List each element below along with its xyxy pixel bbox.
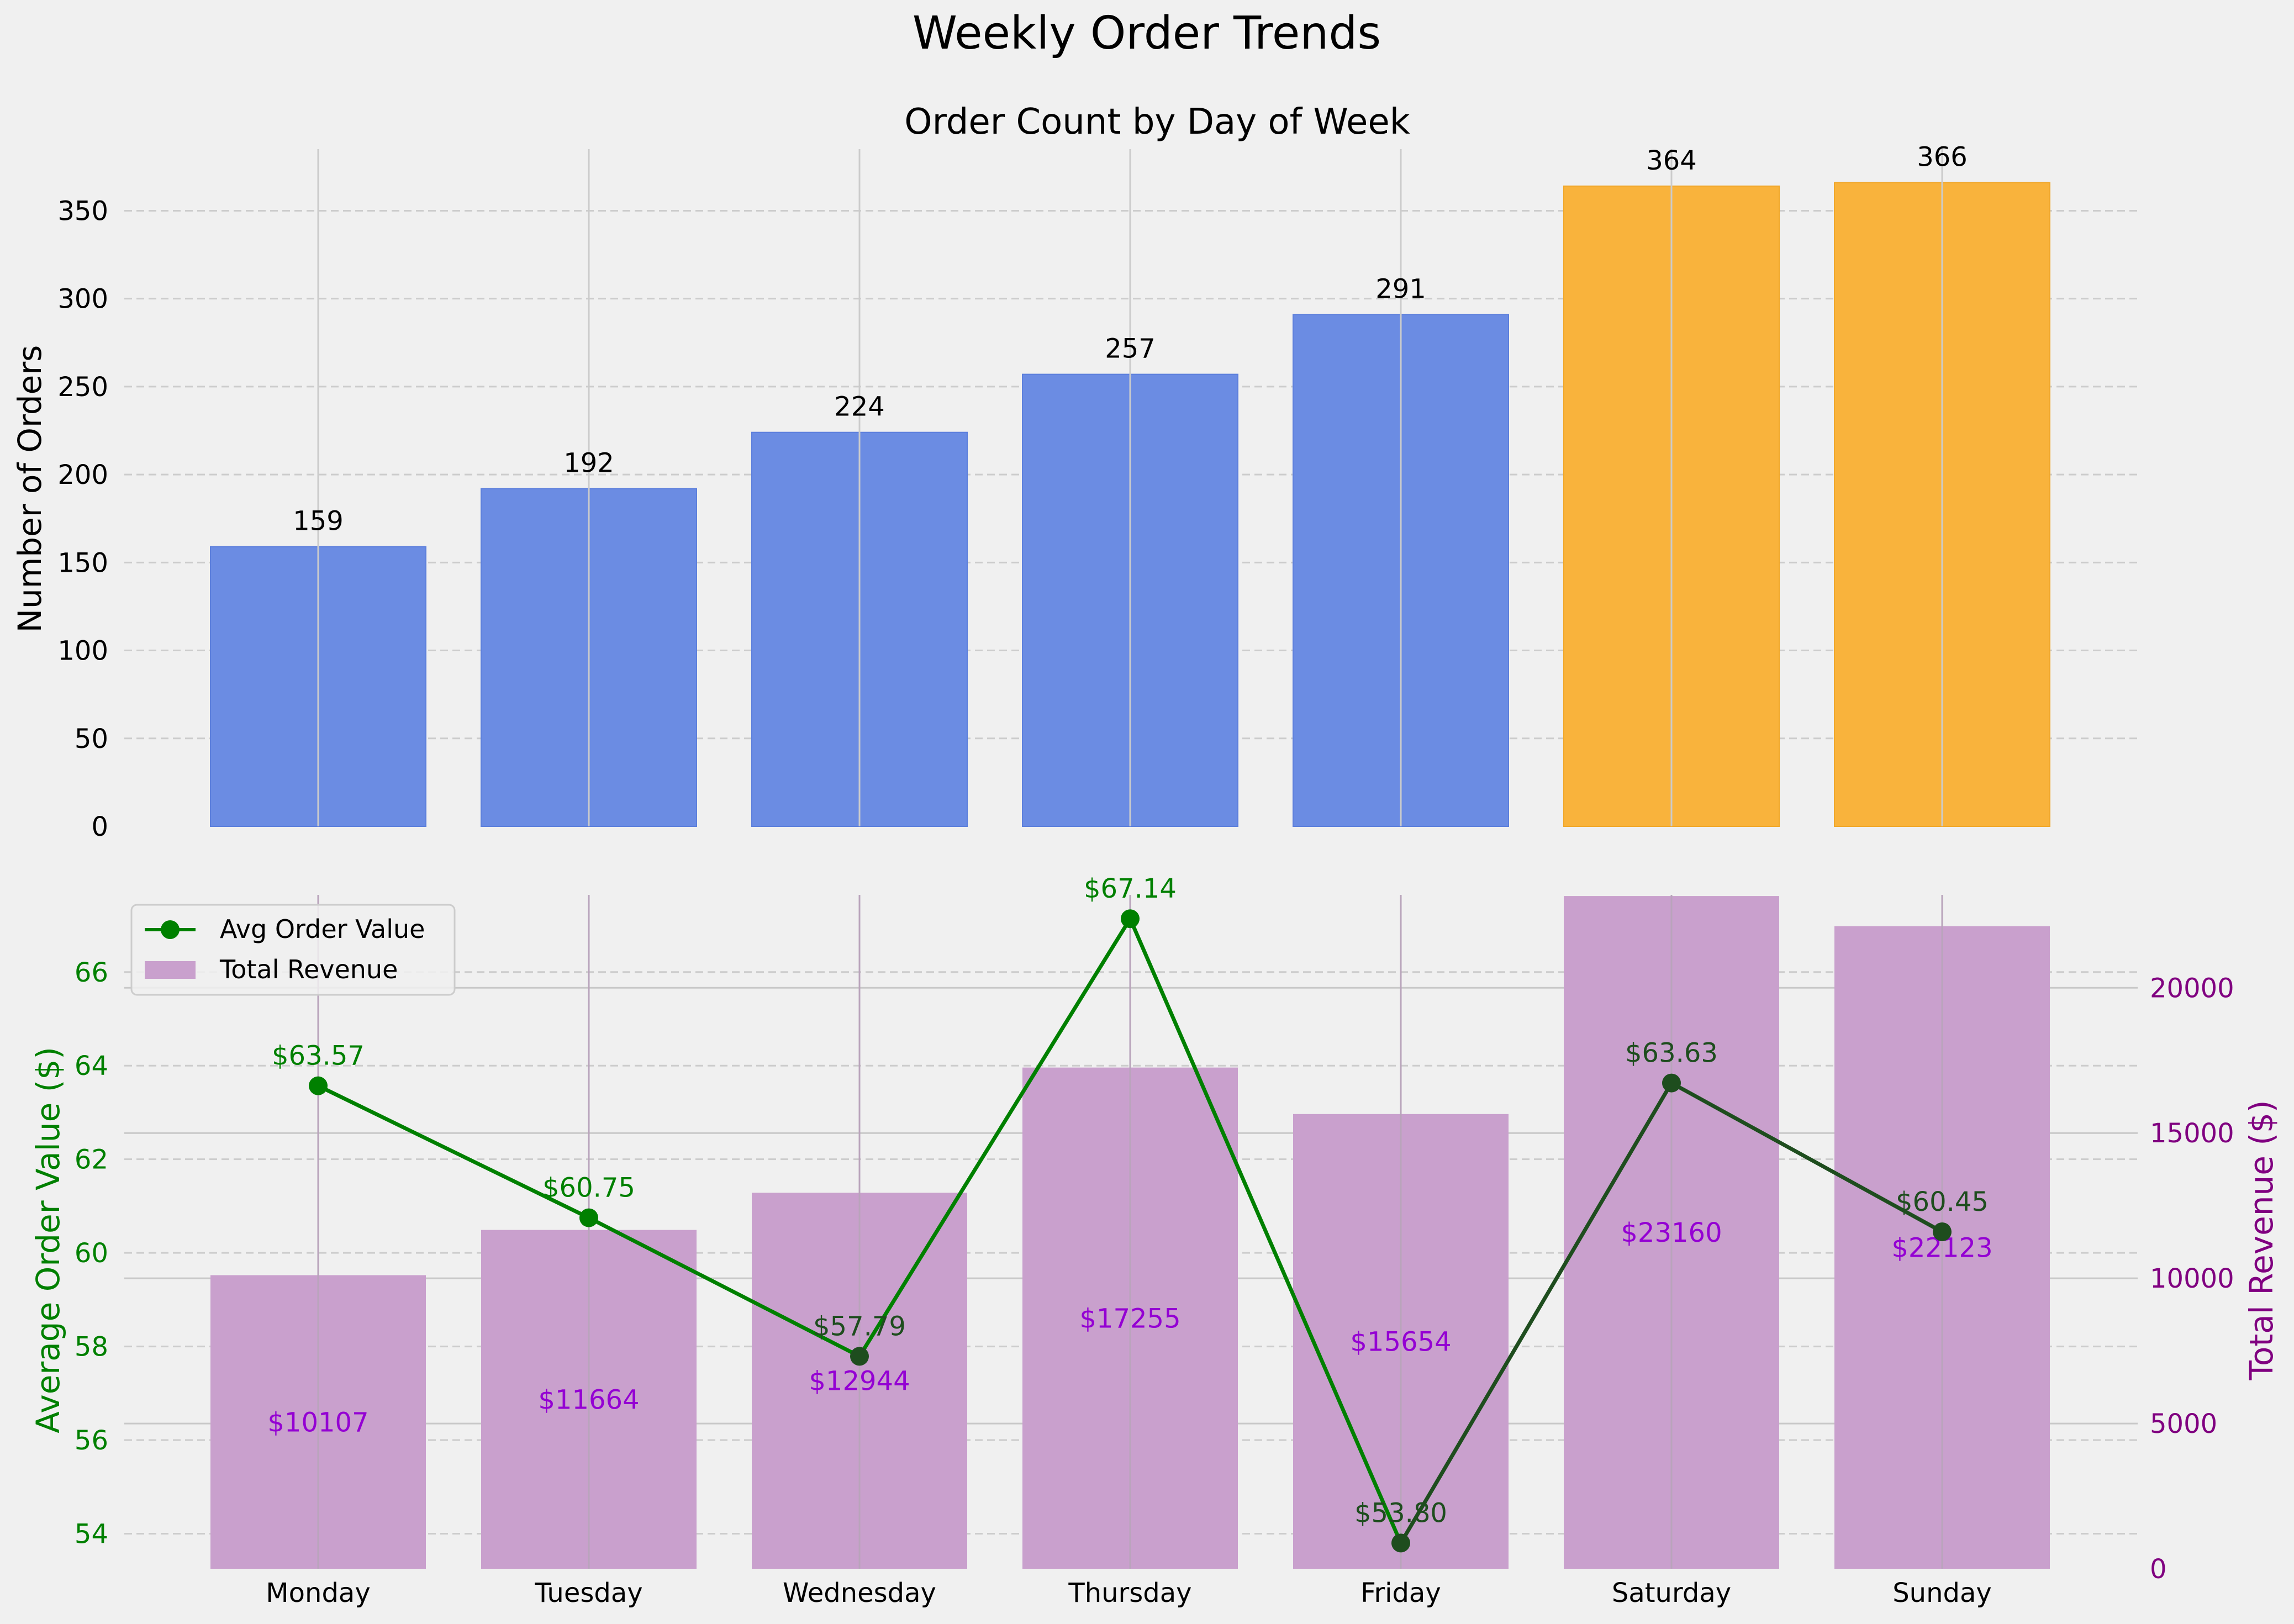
x-tick-monday: Monday	[266, 1578, 371, 1609]
avg-order-value-label-wednesday: $57.79	[813, 1311, 906, 1342]
x-tick-sunday: Sunday	[1892, 1578, 1992, 1609]
total-revenue-y-tick-20000: 20000	[2150, 973, 2234, 1004]
order-count-grid	[124, 209, 2138, 740]
total-revenue-y-tick-15000: 15000	[2150, 1118, 2234, 1149]
avg-order-value-label-tuesday: $60.75	[542, 1173, 635, 1204]
total-revenue-y-tick-5000: 5000	[2150, 1409, 2217, 1440]
legend: Avg Order Value Total Revenue	[130, 904, 456, 996]
total-revenue-y-axis-label: Total Revenue ($)	[2243, 1100, 2280, 1380]
avg-order-value-line-segment	[587, 1216, 862, 1358]
order-count-y-tick-200: 200	[57, 460, 108, 491]
total-revenue-y-tick-10000: 10000	[2150, 1263, 2234, 1294]
x-tick-wednesday: Wednesday	[783, 1578, 936, 1609]
avg-order-value-point-sunday	[1933, 1222, 1952, 1241]
order-count-y-tick-0: 0	[91, 811, 108, 842]
order-count-y-tick-300: 300	[57, 284, 108, 315]
order-count-bar-label-monday: 159	[293, 506, 344, 537]
avg-order-value-point-friday	[1391, 1533, 1410, 1553]
x-tick-friday: Friday	[1360, 1578, 1441, 1609]
avg-order-value-line-segment	[1399, 1081, 1674, 1545]
avg-order-value-line-segment	[1669, 1081, 1944, 1234]
revenue-bar-label-tuesday: $11664	[538, 1384, 639, 1415]
avg-order-value-point-wednesday	[850, 1347, 869, 1366]
order-count-y-tick-100: 100	[57, 636, 108, 667]
x-tick-thursday: Thursday	[1068, 1578, 1191, 1609]
revenue-bar-label-saturday: $23160	[1621, 1217, 1722, 1248]
day-x-ticks: Monday Tuesday Wednesday Thursday Friday Satu…	[266, 1578, 1992, 1609]
avg-order-value-point-labels: $63.57 $60.75 $57.79 $67.14 $53.80 $63.63 $60.…	[272, 873, 1989, 1528]
avg-order-value-line-segment	[316, 1084, 591, 1220]
x-tick-tuesday: Tuesday	[534, 1578, 642, 1609]
avg-order-value-point-saturday	[1662, 1073, 1681, 1093]
avg-order-value-y-tick-54: 54	[75, 1518, 108, 1549]
order-count-y-tick-350: 350	[57, 196, 108, 226]
total-revenue-y-tick-0: 0	[2150, 1554, 2167, 1585]
order-count-bar-label-wednesday: 224	[834, 392, 885, 423]
revenue-bar-label-friday: $15654	[1350, 1326, 1451, 1357]
order-value-revenue-chart: Average Order Value ($) Total Revenue ($…	[29, 873, 2280, 1609]
legend-entry-total-revenue: Total Revenue	[219, 955, 398, 984]
x-tick-saturday: Saturday	[1612, 1578, 1731, 1609]
avg-order-value-y-tick-56: 56	[75, 1425, 108, 1456]
avg-order-value-label-sunday: $60.45	[1896, 1187, 1989, 1217]
order-count-y-tick-50: 50	[75, 724, 108, 755]
avg-order-value-line-segment	[857, 916, 1132, 1358]
avg-order-value-y-ticks: 54 56 58 60 62 64 66	[75, 957, 108, 1550]
legend-marker-swatch	[161, 920, 180, 939]
order-count-bar-label-tuesday: 192	[563, 448, 614, 479]
legend-bar-swatch	[145, 961, 196, 979]
avg-order-value-label-saturday: $63.63	[1625, 1038, 1718, 1069]
order-count-bar-label-friday: 291	[1375, 273, 1426, 304]
avg-order-value-point-thursday	[1121, 909, 1140, 929]
avg-order-value-y-tick-62: 62	[75, 1145, 108, 1175]
order-count-chart-title: Order Count by Day of Week	[904, 102, 1410, 143]
order-count-y-ticks: 0 50 100 150 200 250 300 350	[57, 196, 108, 842]
avg-order-value-y-axis-label: Average Order Value ($)	[29, 1047, 67, 1433]
avg-order-value-line-segment	[1128, 916, 1403, 1545]
avg-order-value-point-monday	[309, 1076, 328, 1095]
revenue-bar-label-wednesday: $12944	[809, 1366, 910, 1397]
order-count-bar-labels: 159 192 224 257 291 364 366	[293, 142, 1968, 537]
order-count-y-tick-250: 250	[57, 372, 108, 403]
avg-order-value-line	[309, 909, 1952, 1553]
avg-order-value-label-thursday: $67.14	[1084, 873, 1177, 904]
avg-order-value-y-tick-58: 58	[75, 1332, 108, 1363]
revenue-bar-label-thursday: $17255	[1079, 1303, 1180, 1334]
avg-order-value-y-tick-66: 66	[75, 957, 108, 988]
legend-entry-avg-order-value: Avg Order Value	[220, 914, 425, 944]
order-count-bar-label-thursday: 257	[1105, 334, 1156, 365]
avg-order-value-y-tick-64: 64	[75, 1051, 108, 1082]
revenue-bar-label-monday: $10107	[267, 1407, 368, 1438]
total-revenue-y-ticks: 0 5000 10000 15000 20000	[2150, 973, 2234, 1585]
avg-order-value-label-friday: $53.80	[1354, 1498, 1447, 1528]
legend-box	[130, 904, 456, 996]
order-count-bar-label-sunday: 366	[1917, 142, 1968, 173]
avg-order-value-y-tick-60: 60	[75, 1238, 108, 1269]
order-count-chart: Order Count by Day of Week Number of Ord…	[11, 102, 2138, 842]
order-count-y-axis-label: Number of Orders	[11, 345, 49, 633]
order-count-y-tick-150: 150	[57, 547, 108, 578]
avg-order-value-point-tuesday	[579, 1208, 598, 1227]
avg-order-value-label-monday: $63.57	[272, 1041, 365, 1072]
figure-title: Weekly Order Trends	[913, 7, 1381, 60]
revenue-bar-labels: $10107$11664$12944$17255$15654$23160 $221…	[267, 1217, 1992, 1438]
order-count-bar-label-saturday: 364	[1646, 145, 1697, 176]
order-count-vertical-gridlines	[317, 149, 1943, 826]
